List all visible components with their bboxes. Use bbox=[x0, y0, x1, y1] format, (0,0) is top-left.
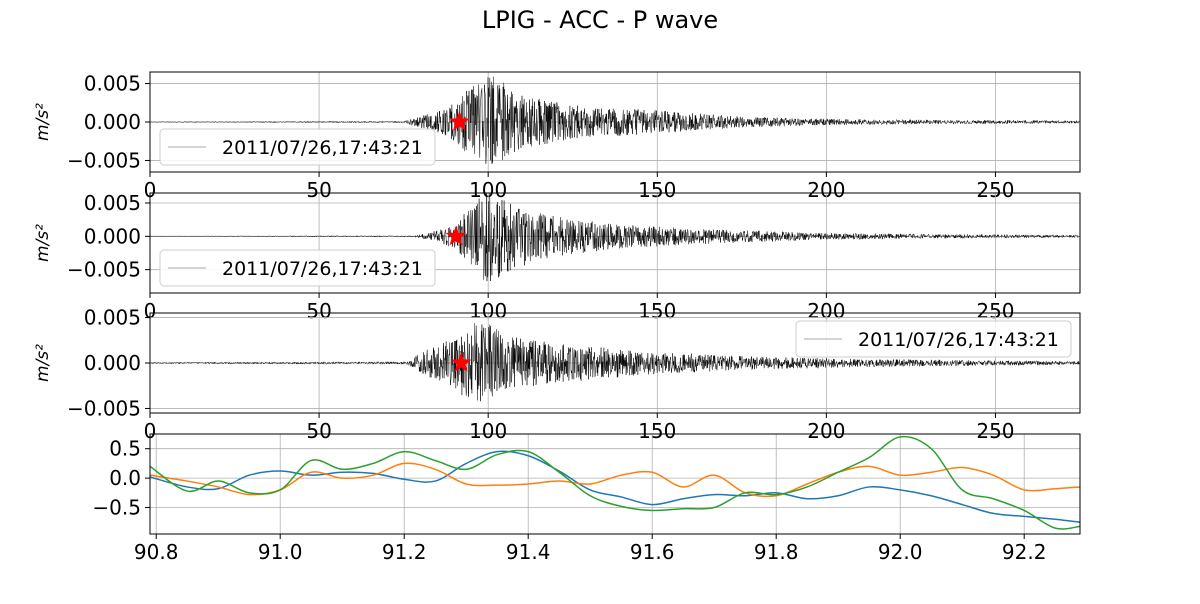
legend-label: 2011/07/26,17:43:21 bbox=[222, 137, 423, 159]
axes-trace-3: 0 50 100 150 200 250 −0.005 0.000 0.005 m/s² 2011/… bbox=[33, 306, 1081, 443]
series-line-1 bbox=[150, 462, 1080, 498]
plot-area bbox=[150, 323, 1080, 402]
trace-line bbox=[150, 323, 1080, 402]
x-tick-label: 91.8 bbox=[754, 540, 799, 564]
axes-normalized-zoom: 90.8 91.0 91.2 91.4 91.6 91.8 92.0 92.2 −0.5 0.0 0… bbox=[92, 433, 1081, 564]
legend-box bbox=[159, 128, 436, 166]
axes-trace-1: 0 50 100 150 200 250−0.0050.0000.005m/s²2011/… bbox=[33, 71, 1081, 202]
y-tick-label: 0.000 bbox=[84, 351, 141, 375]
pick-marker-star bbox=[448, 111, 470, 131]
legend-box bbox=[795, 320, 1072, 358]
y-axis-label: m/s² bbox=[33, 344, 53, 382]
x-tick-label: 0 bbox=[144, 419, 157, 443]
x-tick-label: 91.0 bbox=[258, 540, 303, 564]
x-tick-label: 250 bbox=[976, 419, 1014, 443]
legend: 2011/07/26,17:43:21 bbox=[159, 128, 436, 166]
x-tick-label: 50 bbox=[306, 419, 331, 443]
y-tick-label: −0.5 bbox=[92, 496, 141, 520]
x-tick-label: 91.6 bbox=[630, 540, 675, 564]
trace-line bbox=[150, 76, 1080, 164]
y-tick-label: −0.005 bbox=[67, 258, 141, 282]
axes-frame bbox=[149, 433, 1081, 535]
y-tick-label: −0.005 bbox=[67, 148, 141, 172]
y-axis-label: m/s² bbox=[33, 224, 53, 262]
plot-area bbox=[150, 193, 1080, 282]
x-tick-label: 150 bbox=[638, 419, 676, 443]
pick-marker-star bbox=[445, 225, 467, 246]
pick-marker-star bbox=[450, 352, 472, 372]
x-tick-label: 0 bbox=[144, 299, 157, 323]
y-axis-label: m/s² bbox=[33, 103, 53, 141]
y-tick-label: 0.0 bbox=[109, 466, 141, 490]
figure-title: LPIG - ACC - P wave bbox=[481, 6, 719, 34]
y-tick-label: 0.005 bbox=[84, 191, 141, 215]
series-line-0 bbox=[150, 450, 1080, 523]
x-tick-label: 100 bbox=[469, 419, 507, 443]
x-tick-label: 92.0 bbox=[878, 540, 923, 564]
legend-label: 2011/07/26,17:43:21 bbox=[858, 329, 1059, 351]
y-tick-label: 0.005 bbox=[84, 306, 141, 330]
legend: 2011/07/26,17:43:21 bbox=[795, 320, 1072, 358]
x-tick-label: 0 bbox=[144, 178, 157, 202]
axes-frame bbox=[149, 192, 1081, 294]
x-tick-label: 91.2 bbox=[382, 540, 427, 564]
x-tick-label: 200 bbox=[807, 419, 845, 443]
x-tick-label: 92.2 bbox=[1002, 540, 1047, 564]
legend-label: 2011/07/26,17:43:21 bbox=[222, 258, 423, 280]
y-tick-label: 0.000 bbox=[84, 110, 141, 134]
y-tick-label: 0.000 bbox=[84, 224, 141, 248]
series-line-2 bbox=[150, 435, 1080, 530]
legend: 2011/07/26,17:43:21 bbox=[159, 249, 436, 287]
plot-area bbox=[150, 435, 1080, 530]
y-tick-label: 0.005 bbox=[84, 72, 141, 96]
y-tick-label: −0.005 bbox=[67, 396, 141, 420]
y-tick-label: 0.5 bbox=[109, 437, 141, 461]
trace-line bbox=[150, 193, 1080, 282]
plot-area bbox=[150, 76, 1080, 164]
x-tick-label: 90.8 bbox=[134, 540, 179, 564]
legend-box bbox=[159, 249, 436, 287]
x-tick-label: 91.4 bbox=[506, 540, 551, 564]
axes-trace-2: 0 50 100 150 200 250−0.0050.0000.005m/s²2011/… bbox=[33, 191, 1081, 323]
